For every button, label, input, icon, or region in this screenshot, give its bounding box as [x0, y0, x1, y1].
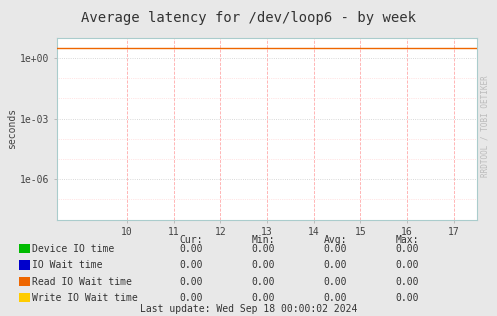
Text: Min:: Min:: [251, 235, 275, 246]
Text: Average latency for /dev/loop6 - by week: Average latency for /dev/loop6 - by week: [81, 11, 416, 25]
Text: 0.00: 0.00: [251, 276, 275, 287]
Text: Read IO Wait time: Read IO Wait time: [32, 276, 132, 287]
Text: Avg:: Avg:: [324, 235, 347, 246]
Text: 0.00: 0.00: [251, 244, 275, 254]
Text: 0.00: 0.00: [324, 276, 347, 287]
Text: 0.00: 0.00: [324, 244, 347, 254]
Text: Cur:: Cur:: [179, 235, 203, 246]
Text: 0.00: 0.00: [396, 293, 419, 303]
Text: 0.00: 0.00: [251, 293, 275, 303]
Text: 0.00: 0.00: [251, 260, 275, 270]
Text: 0.00: 0.00: [179, 293, 203, 303]
Text: 0.00: 0.00: [396, 276, 419, 287]
Text: 0.00: 0.00: [396, 244, 419, 254]
Text: 0.00: 0.00: [179, 244, 203, 254]
Text: RRDTOOL / TOBI OETIKER: RRDTOOL / TOBI OETIKER: [481, 76, 490, 177]
Text: 0.00: 0.00: [396, 260, 419, 270]
Text: 0.00: 0.00: [179, 260, 203, 270]
Y-axis label: seconds: seconds: [7, 108, 17, 149]
Text: Last update: Wed Sep 18 00:00:02 2024: Last update: Wed Sep 18 00:00:02 2024: [140, 304, 357, 314]
Text: Device IO time: Device IO time: [32, 244, 114, 254]
Text: Max:: Max:: [396, 235, 419, 246]
Text: 0.00: 0.00: [324, 260, 347, 270]
Text: IO Wait time: IO Wait time: [32, 260, 103, 270]
Text: 0.00: 0.00: [179, 276, 203, 287]
Text: Write IO Wait time: Write IO Wait time: [32, 293, 138, 303]
Text: 0.00: 0.00: [324, 293, 347, 303]
